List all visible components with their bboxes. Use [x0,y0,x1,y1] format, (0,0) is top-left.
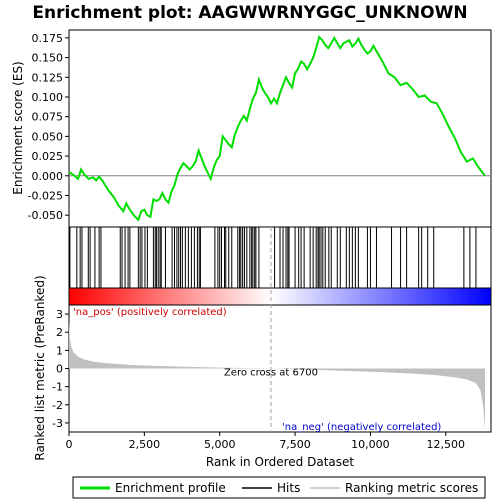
es-y-tick-label: 0.175 [32,32,64,45]
x-tick-label: 12,500 [427,438,466,451]
chart-legend: Enrichment profile Hits Ranking metric s… [72,476,486,499]
es-y-tick-label: 0.150 [32,52,64,65]
metric-y-tick-label: -1 [52,381,63,394]
metric-y-axis-label: Ranked list metric (PreRanked) [33,275,47,460]
positive-correlation-label: 'na_pos' (positively correlated) [73,307,227,318]
es-y-tick-label: -0.025 [28,189,63,202]
ranking-color-bar [68,287,492,306]
metric-y-tick-label: 1 [56,344,63,357]
x-tick-label: 5,000 [204,438,236,451]
es-y-ticks: -0.050 -0.025 0.000 0.025 0.050 0.075 0.100 0.1… [28,32,69,222]
es-y-tick-label: 0.125 [32,71,64,84]
metric-y-tick-label: -3 [52,417,63,430]
es-y-tick-label: 0.075 [32,111,64,124]
enrichment-profile-line [68,35,486,222]
metric-y-ticks: -3 -2 -1 0 1 2 3 [52,308,69,430]
es-y-tick-label: 0.000 [32,170,64,183]
hits-panel [68,226,492,289]
x-axis-ticks: 0 2,500 5,000 7,500 10,000 12,500 [66,432,466,451]
x-tick-label: 0 [66,438,73,451]
negative-correlation-label: 'na_neg' (negatively correlated) [282,422,441,433]
ranked-metric-panel: -3 -2 -1 0 1 2 3 Zero cross at 6700 'na_pos' (… [33,227,492,461]
hit-lines [69,227,477,288]
legend-label-enrichment-profile: Enrichment profile [115,481,226,495]
metric-y-tick-label: 0 [56,363,63,376]
zero-cross-label: Zero cross at 6700 [224,368,318,379]
ranking-gradient-bar [68,287,492,306]
x-tick-label: 2,500 [129,438,161,451]
enrichment-score-panel: -0.050 -0.025 0.000 0.025 0.050 0.075 0.100 0.1… [11,29,492,228]
chart-title: Enrichment plot: AAGWWRNYGGC_UNKNOWN [32,3,467,23]
es-y-axis-label: Enrichment score (ES) [11,61,25,194]
legend-label-ranking-metric: Ranking metric scores [345,481,478,495]
es-plot-frame [68,29,492,228]
metric-y-tick-label: 2 [56,326,63,339]
x-tick-label: 10,000 [351,438,390,451]
x-axis-label: Rank in Ordered Dataset [206,455,354,469]
es-y-tick-label: 0.025 [32,150,64,163]
es-y-tick-label: -0.050 [28,209,63,222]
legend-frame [72,476,486,499]
es-y-tick-label: 0.100 [32,91,64,104]
es-y-tick-label: 0.050 [32,130,64,143]
metric-y-tick-label: -2 [52,399,63,412]
legend-label-hits: Hits [277,481,300,495]
metric-y-tick-label: 3 [56,308,63,321]
x-tick-label: 7,500 [279,438,311,451]
